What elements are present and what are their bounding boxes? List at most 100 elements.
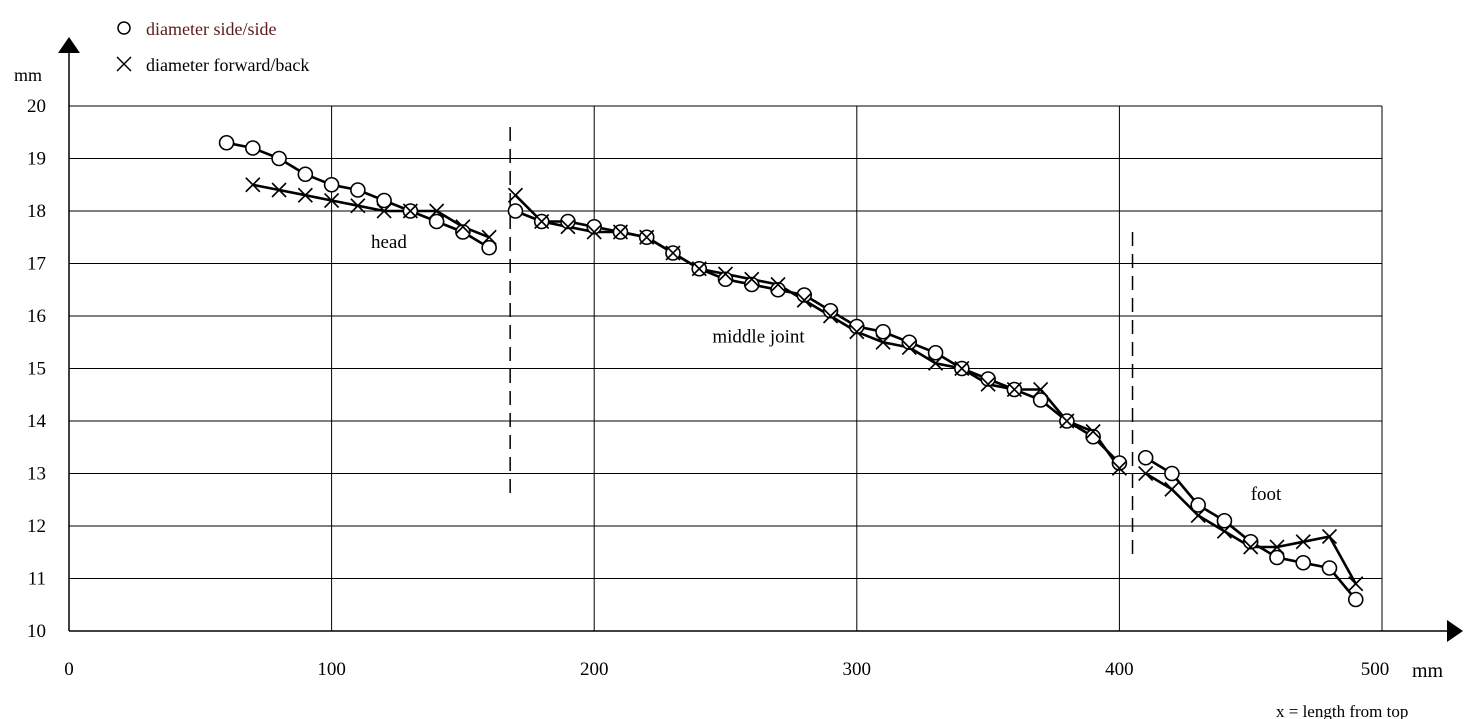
x-tick-label-0: 0 [64, 659, 74, 680]
point-side-80 [271, 150, 287, 167]
section-label-2: middle joint [712, 326, 805, 347]
x-axis-title: x = length from top [1276, 702, 1408, 719]
y-axis-arrow [58, 37, 80, 53]
y-tick-label-14: 14 [27, 411, 47, 432]
point-forward-430 [1190, 507, 1206, 524]
point-forward-160 [481, 229, 497, 245]
point-forward-180 [534, 213, 550, 230]
section-label-3: foot [1251, 484, 1282, 505]
point-forward-240 [691, 261, 707, 277]
point-forward-420 [1164, 481, 1180, 497]
point-side-140 [428, 213, 445, 230]
point-side-300 [848, 318, 865, 335]
point-forward-100 [324, 192, 340, 209]
point-forward-330 [928, 355, 944, 371]
y-tick-label-12: 12 [27, 516, 46, 537]
y-tick-label-18: 18 [27, 201, 46, 222]
y-tick-label-13: 13 [27, 464, 46, 485]
x-tick-label-100: 100 [317, 659, 346, 680]
point-forward-130 [402, 203, 418, 219]
legend: diameter side/side diameter forward/back [116, 19, 309, 75]
point-forward-450 [1243, 539, 1259, 555]
point-forward-350 [980, 376, 996, 392]
point-forward-370 [1033, 381, 1049, 398]
section-separators [509, 127, 1134, 558]
point-side-200 [586, 218, 603, 235]
x-tick-label-500: 500 [1361, 659, 1390, 680]
series-1-line-segment-2 [514, 209, 1121, 464]
point-side-110 [350, 182, 366, 198]
point-side-470 [1295, 554, 1312, 571]
y-tick-label-20: 20 [27, 96, 46, 117]
point-side-90 [297, 166, 314, 183]
point-side-450 [1242, 533, 1259, 550]
x-tick-labels: 0 100 200 300 400 500 [64, 659, 1389, 680]
axes [58, 37, 1463, 642]
point-forward-70 [245, 177, 261, 193]
point-forward-220 [639, 229, 655, 245]
point-forward-440 [1216, 523, 1233, 539]
point-forward-310 [875, 334, 891, 350]
point-side-100 [323, 176, 340, 193]
point-side-70 [245, 140, 261, 156]
point-forward-190 [560, 219, 576, 235]
point-side-420 [1164, 465, 1180, 482]
legend-label-forward: diameter forward/back [146, 55, 309, 75]
point-side-430 [1190, 497, 1206, 513]
x-tick-label-300: 300 [843, 659, 872, 680]
point-forward-200 [586, 224, 602, 240]
point-forward-210 [612, 224, 629, 240]
point-side-330 [927, 344, 944, 361]
point-forward-460 [1269, 539, 1285, 555]
point-forward-410 [1138, 465, 1154, 482]
point-forward-120 [376, 203, 392, 219]
series-2-line-segment-1 [252, 183, 490, 239]
y-tick-label-15: 15 [27, 359, 46, 380]
point-forward-280 [796, 292, 812, 308]
point-side-410 [1137, 449, 1154, 466]
y-tick-label-11: 11 [28, 569, 46, 590]
y-tick-labels: 10 11 12 13 14 15 16 17 18 19 20 [27, 96, 47, 642]
point-forward-230 [665, 245, 681, 261]
y-tick-label-10: 10 [27, 621, 46, 642]
point-forward-170 [507, 187, 523, 203]
grid-lines [69, 105, 1383, 632]
point-forward-490 [1348, 576, 1364, 592]
point-forward-390 [1085, 423, 1101, 440]
point-side-160 [481, 239, 497, 256]
y-tick-label-16: 16 [27, 306, 46, 327]
point-forward-110 [350, 198, 366, 214]
y-tick-label-19: 19 [27, 149, 46, 170]
point-side-250 [717, 271, 734, 288]
point-side-320 [901, 334, 918, 351]
point-side-480 [1321, 560, 1338, 576]
point-side-490 [1347, 591, 1364, 608]
point-forward-290 [822, 308, 839, 324]
point-forward-360 [1006, 381, 1022, 398]
legend-cross-marker [116, 56, 132, 72]
point-side-260 [743, 276, 760, 293]
point-forward-470 [1295, 534, 1311, 550]
point-forward-320 [901, 339, 917, 356]
x-axis-arrow [1447, 620, 1463, 642]
point-forward-340 [954, 360, 970, 377]
point-side-280 [796, 287, 813, 303]
legend-circle-marker [117, 21, 131, 35]
x-tick-label-400: 400 [1105, 659, 1134, 680]
point-side-440 [1216, 512, 1233, 529]
point-side-390 [1085, 428, 1101, 445]
point-side-370 [1032, 392, 1049, 408]
point-side-270 [770, 281, 786, 298]
section-label-1: head [371, 232, 407, 253]
point-forward-270 [770, 276, 786, 293]
point-side-120 [376, 192, 392, 209]
y-tick-label-17: 17 [27, 254, 46, 275]
point-forward-260 [744, 271, 760, 287]
point-forward-480 [1321, 528, 1338, 545]
point-side-310 [875, 323, 891, 340]
section-labels: head middle joint foot [371, 232, 1282, 505]
point-side-290 [822, 302, 839, 319]
point-side-350 [980, 371, 996, 387]
legend-label-side: diameter side/side [146, 19, 276, 39]
